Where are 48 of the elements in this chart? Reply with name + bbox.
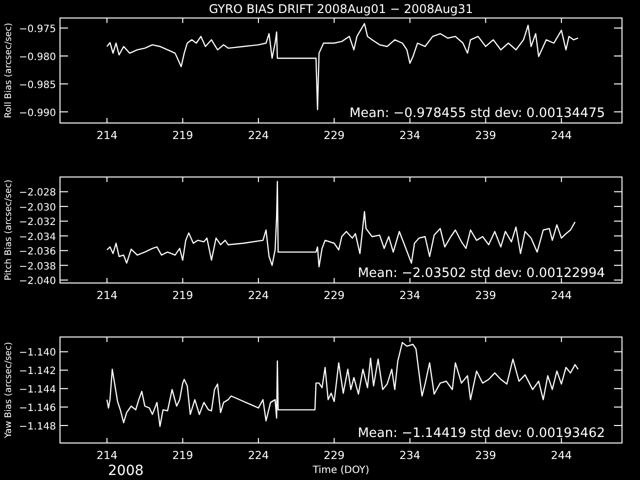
annotation: Mean: −2.03502 std dev: 0.00122994 (358, 266, 605, 281)
x-tick-label: 229 (324, 449, 345, 462)
x-tick-label: 229 (324, 289, 345, 302)
x-tick-label: 234 (399, 289, 420, 302)
y-tick-label: −2.028 (18, 188, 56, 199)
chart-title: GYRO BIAS DRIFT 2008Aug01 − 2008Aug31 (208, 2, 474, 16)
x-tick-label: 219 (172, 449, 194, 462)
x-tick-label: 234 (399, 449, 420, 462)
x-tick-label: 244 (550, 449, 572, 462)
y-tick-label: −2.034 (18, 232, 56, 243)
x-tick-label: 219 (172, 129, 194, 142)
y-axis-title: Yaw Bias (arcsec/sec) (4, 342, 14, 440)
x-tick-label: 224 (248, 129, 269, 142)
y-tick-label: −2.030 (18, 202, 56, 214)
y-tick-label: −1.142 (18, 366, 56, 378)
y-tick-label: −0.985 (18, 80, 56, 91)
line-series (106, 342, 579, 428)
x-tick-label: 239 (475, 129, 496, 142)
y-tick-label: −2.032 (18, 217, 56, 228)
annotation: Mean: −0.978455 std dev: 0.00134475 (349, 106, 605, 121)
y-tick-label: −0.975 (18, 24, 56, 36)
x-tick-label: 229 (324, 129, 345, 142)
y-tick-label: −1.146 (18, 403, 56, 414)
y-axis-title: Pitch Bias (arcsec/sec) (4, 180, 14, 280)
x-tick-label: 239 (475, 289, 496, 302)
text: 2008 (108, 463, 144, 479)
y-tick-label: −2.036 (18, 246, 56, 258)
x-tick-label: 214 (96, 289, 118, 302)
x-tick-label: 234 (399, 129, 420, 142)
y-tick-label: −2.038 (18, 261, 56, 272)
x-tick-label: 224 (248, 289, 269, 302)
x-tick-label: 224 (248, 449, 269, 462)
x-tick-label: 239 (475, 449, 496, 462)
y-tick-label: −0.990 (18, 108, 56, 119)
x-tick-label: 244 (550, 289, 572, 302)
x-tick-label: 214 (96, 449, 118, 462)
x-tick-label: 244 (550, 129, 572, 142)
x-tick-label: 219 (172, 289, 194, 302)
y-tick-label: −1.148 (18, 421, 56, 432)
line-series (106, 180, 576, 268)
y-axis-title: Roll Bias (arcsec/sec) (4, 22, 14, 118)
y-tick-label: −1.140 (18, 348, 56, 359)
x-axis-title: Time (DOY) (312, 465, 370, 476)
y-tick-label: −2.040 (18, 276, 56, 288)
y-tick-label: −1.144 (18, 384, 56, 396)
y-tick-label: −0.980 (18, 52, 56, 63)
x-tick-label: 214 (96, 129, 118, 142)
annotation: Mean: −1.14419 std dev: 0.00193462 (358, 426, 605, 441)
